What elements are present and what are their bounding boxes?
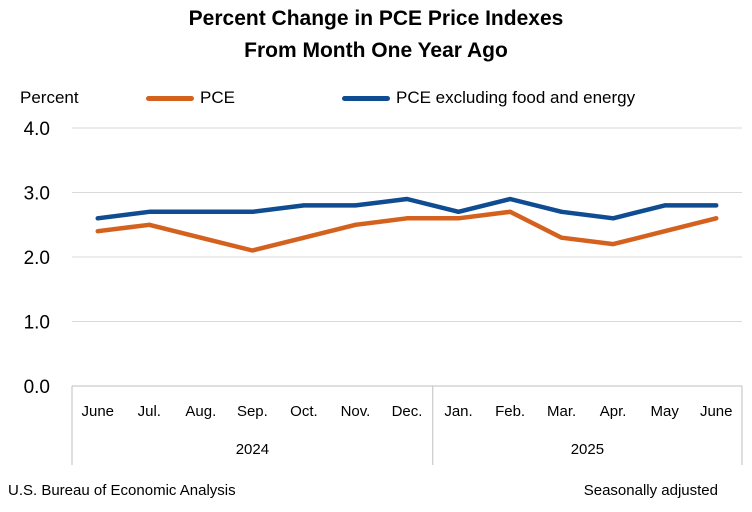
- data-point-core-pce: [250, 209, 255, 214]
- legend-label-core-pce: PCE excluding food and energy: [396, 88, 636, 107]
- data-point-pce: [95, 229, 100, 234]
- x-tick-label: Jul.: [138, 403, 161, 420]
- data-point-core-pce: [405, 196, 409, 201]
- chart-title-line1: Percent Change in PCE Price Indexes: [188, 7, 564, 30]
- x-tick-label: Feb.: [495, 403, 525, 420]
- data-point-core-pce: [508, 196, 513, 201]
- data-point-core-pce: [611, 216, 616, 221]
- data-point-core-pce: [662, 203, 667, 208]
- data-point-pce: [405, 216, 409, 221]
- source-note: U.S. Bureau of Economic Analysis: [8, 482, 236, 499]
- y-tick-label: 2.0: [24, 248, 50, 269]
- data-point-core-pce: [714, 203, 719, 208]
- data-point-core-pce: [301, 203, 306, 208]
- year-label-2025: 2025: [571, 441, 604, 458]
- legend-item-core-pce: PCE excluding food and energy: [342, 88, 635, 108]
- x-tick-label: Dec.: [392, 403, 423, 420]
- x-tick-label: Oct.: [290, 403, 318, 420]
- data-point-pce: [301, 235, 306, 240]
- legend-label-pce: PCE: [200, 88, 235, 107]
- y-tick-label: 1.0: [24, 313, 50, 334]
- legend-swatch-core-pce: [342, 95, 390, 101]
- x-tick-label: Mar.: [547, 403, 576, 420]
- data-point-core-pce: [147, 209, 152, 214]
- data-point-pce: [508, 209, 513, 214]
- data-point-pce: [559, 235, 564, 240]
- data-point-pce: [353, 222, 358, 227]
- series-line-core-pce: [95, 196, 719, 221]
- data-point-pce: [662, 229, 667, 234]
- legend-swatch-pce: [146, 95, 194, 101]
- data-point-pce: [714, 216, 719, 221]
- y-tick-label: 3.0: [24, 184, 50, 205]
- y-tick-label: 4.0: [24, 119, 50, 140]
- data-point-pce: [147, 222, 152, 227]
- data-point-pce: [198, 235, 203, 240]
- x-tick-label: Sep.: [237, 403, 268, 420]
- x-tick-label: June: [700, 403, 733, 420]
- data-point-core-pce: [559, 209, 564, 214]
- x-tick-label: May: [651, 403, 680, 420]
- data-point-core-pce: [353, 203, 358, 208]
- chart-title-line2: From Month One Year Ago: [244, 39, 508, 62]
- data-point-core-pce: [456, 209, 461, 214]
- x-tick-label: Jan.: [444, 403, 472, 420]
- data-point-core-pce: [198, 209, 203, 214]
- year-label-2024: 2024: [236, 441, 269, 458]
- x-tick-label: Nov.: [341, 403, 371, 420]
- x-tick-label: June: [82, 403, 115, 420]
- x-tick-label: Apr.: [600, 403, 627, 420]
- data-point-core-pce: [95, 216, 100, 221]
- data-point-pce: [611, 242, 616, 247]
- data-point-pce: [456, 216, 461, 221]
- adjustment-note: Seasonally adjusted: [583, 482, 718, 499]
- x-tick-label: Aug.: [185, 403, 216, 420]
- y-axis-label: Percent: [20, 88, 79, 107]
- y-tick-label: 0.0: [24, 377, 50, 398]
- data-point-pce: [250, 248, 255, 253]
- legend-item-pce: PCE: [146, 88, 235, 108]
